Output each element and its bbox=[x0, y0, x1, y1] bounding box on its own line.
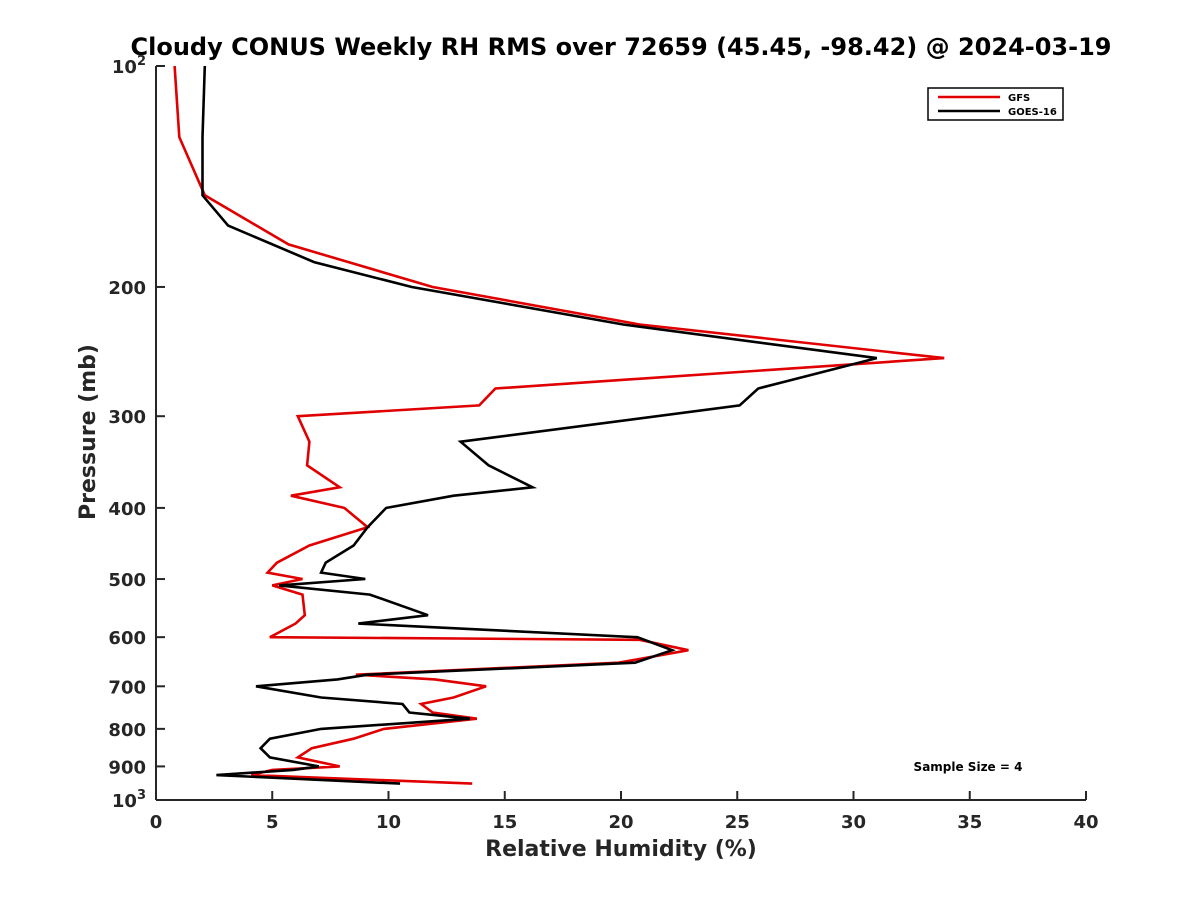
x-axis-label: Relative Humidity (%) bbox=[485, 837, 757, 862]
y-tick-label: 600 bbox=[108, 628, 146, 649]
x-axis-ticks: 0 5 10 15 20 25 30 35 40 bbox=[150, 791, 1099, 833]
plot-area bbox=[155, 66, 1086, 801]
y-tick-label: 200 bbox=[108, 278, 146, 299]
y-axis-label: Pressure (mb) bbox=[76, 344, 101, 520]
y-tick-label: 300 bbox=[108, 407, 146, 428]
x-tick-label: 20 bbox=[608, 812, 633, 833]
y-tick-label: 102 bbox=[112, 54, 146, 78]
legend-box bbox=[927, 87, 1064, 121]
x-tick-label: 40 bbox=[1073, 812, 1098, 833]
legend: GFS GOES-16 bbox=[927, 87, 1064, 121]
data-series bbox=[173, 65, 945, 785]
y-tick-label: 400 bbox=[108, 499, 146, 520]
y-tick-label: 900 bbox=[108, 757, 146, 778]
x-tick-label: 10 bbox=[376, 812, 401, 833]
x-tick-label: 35 bbox=[957, 812, 982, 833]
y-tick-label: 103 bbox=[112, 788, 146, 812]
legend-label: GFS bbox=[1008, 93, 1030, 104]
x-tick-label: 0 bbox=[150, 812, 163, 833]
y-tick-label: 500 bbox=[108, 570, 146, 591]
x-tick-label: 30 bbox=[841, 812, 866, 833]
x-tick-label: 15 bbox=[492, 812, 517, 833]
legend-label: GOES-16 bbox=[1008, 107, 1057, 118]
series-line-gfs bbox=[173, 65, 945, 785]
sample-size-annotation: Sample Size = 4 bbox=[914, 760, 1023, 774]
y-tick-label: 700 bbox=[108, 677, 146, 698]
series-line-goes-16 bbox=[201, 65, 878, 785]
chart-title: Cloudy CONUS Weekly RH RMS over 72659 (4… bbox=[131, 33, 1112, 61]
x-tick-label: 5 bbox=[266, 812, 279, 833]
y-tick-label: 800 bbox=[108, 720, 146, 741]
y-axis-ticks: 102 200 300 400 500 600 700 800 900 103 bbox=[108, 54, 165, 812]
x-tick-label: 25 bbox=[725, 812, 750, 833]
